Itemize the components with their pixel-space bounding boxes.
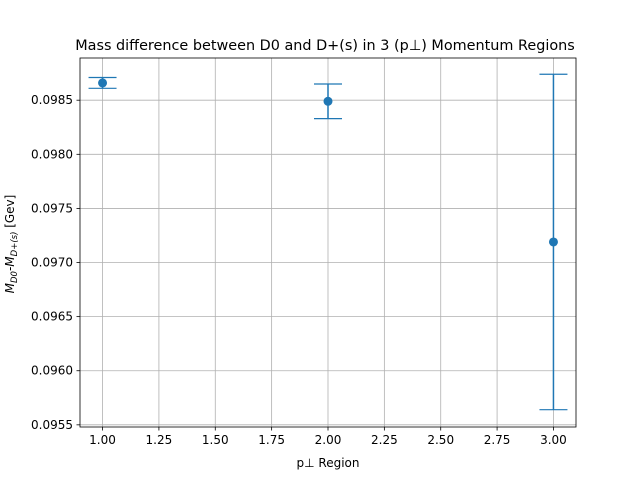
chart-title: Mass difference between D0 and D+(s) in … <box>75 38 575 54</box>
x-tick-label: 1.00 <box>89 433 116 447</box>
y-tick-label: 0.0955 <box>31 418 73 432</box>
y-tick-label: 0.0960 <box>31 364 73 378</box>
x-tick-label: 1.50 <box>202 433 229 447</box>
y-tick-label: 0.0985 <box>31 93 73 107</box>
x-tick-label: 1.25 <box>146 433 173 447</box>
y-tick-label: 0.0975 <box>31 201 73 215</box>
data-point <box>323 96 333 106</box>
x-axis-label: p⊥ Region <box>297 456 360 470</box>
y-axis-label: MD0-MD+(s) [Gev] <box>3 195 20 294</box>
y-tick-label: 0.0965 <box>31 310 73 324</box>
ticks: 1.00 1.25 1.50 1.75 2.00 2.25 2.50 2.75 3.00 0.09… <box>31 93 567 447</box>
x-tick-label: 2.00 <box>315 433 342 447</box>
y-tick-label: 0.0970 <box>31 256 73 270</box>
x-tick-label: 1.75 <box>258 433 285 447</box>
y-tick-label: 0.0980 <box>31 147 73 161</box>
x-tick-label: 3.00 <box>540 433 567 447</box>
x-tick-label: 2.75 <box>484 433 511 447</box>
data-point <box>98 78 108 88</box>
data-series <box>88 73 568 411</box>
x-tick-label: 2.25 <box>371 433 398 447</box>
plot-frame <box>79 57 577 428</box>
grid <box>80 58 576 427</box>
x-tick-label: 2.50 <box>427 433 454 447</box>
data-point <box>548 237 558 247</box>
